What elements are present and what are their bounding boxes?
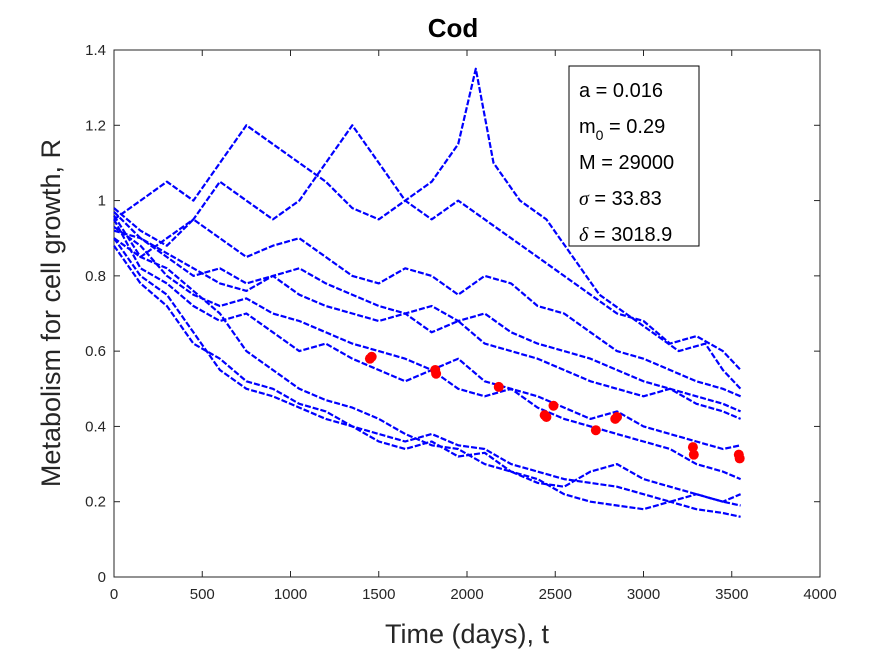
data-marker: [687, 442, 698, 453]
legend-entry: δ = 3018.9: [579, 224, 672, 246]
series-line-1: [113, 67, 742, 390]
marker-layer: [364, 351, 745, 464]
y-tick-label: 0.4: [85, 418, 106, 435]
parameter-legend: a = 0.016 m0 = 0.29 M = 29000 σ = 33.83 δ = …: [568, 65, 700, 247]
data-marker: [734, 453, 745, 464]
series-line-7: [113, 245, 741, 518]
series-line-10: [113, 211, 742, 413]
legend-entry: m0 = 0.29: [579, 116, 665, 143]
data-marker: [688, 449, 699, 460]
y-axis: 0 0.2 0.4 0.6 0.8 1 1.2 1.4: [85, 42, 820, 586]
y-tick-label: 1: [98, 193, 106, 210]
x-tick-label: 3500: [715, 586, 748, 603]
y-tick-label: 0.2: [85, 494, 106, 511]
x-tick-label: 1500: [362, 586, 395, 603]
data-marker: [541, 412, 552, 423]
x-tick-label: 3000: [627, 586, 660, 603]
y-tick-label: 0.8: [85, 268, 106, 285]
y-tick-label: 1.4: [85, 42, 106, 59]
y-axis-label: Metabolism for cell growth, R: [36, 139, 66, 487]
x-tick-label: 500: [190, 586, 215, 603]
y-tick-label: 1.2: [85, 117, 106, 134]
legend-box: [568, 65, 700, 247]
axes-box: [113, 49, 821, 578]
x-tick-label: 2500: [539, 586, 572, 603]
series-line-6: [113, 237, 741, 507]
x-tick-label: 2000: [450, 586, 483, 603]
series-line-8: [113, 215, 742, 503]
data-marker: [590, 425, 601, 436]
x-axis: 0 500 1000 1500 2000 2500 3000 3500 4000: [110, 50, 837, 603]
data-marker: [431, 368, 442, 379]
legend-entry: M = 29000: [579, 152, 674, 174]
legend-entry: a = 0.016: [579, 80, 663, 102]
data-marker: [366, 351, 377, 362]
x-tick-label: 4000: [803, 586, 836, 603]
y-tick-label: 0: [98, 569, 106, 586]
legend-entries: a = 0.016 m0 = 0.29 M = 29000 σ = 33.83 δ = …: [579, 80, 674, 246]
data-marker: [612, 412, 623, 423]
y-tick-label: 0.6: [85, 343, 106, 360]
x-axis-label: Time (days), t: [385, 619, 550, 649]
x-tick-label: 0: [110, 586, 118, 603]
series-line-2: [113, 124, 742, 371]
data-marker: [548, 400, 559, 411]
data-marker: [493, 381, 504, 392]
legend-entry: σ = 33.83: [579, 188, 662, 210]
series-line-3: [113, 207, 742, 398]
x-tick-label: 1000: [274, 586, 307, 603]
chart-title: Cod: [428, 13, 479, 43]
series-line-4: [113, 229, 742, 420]
plot-area: [113, 49, 821, 578]
